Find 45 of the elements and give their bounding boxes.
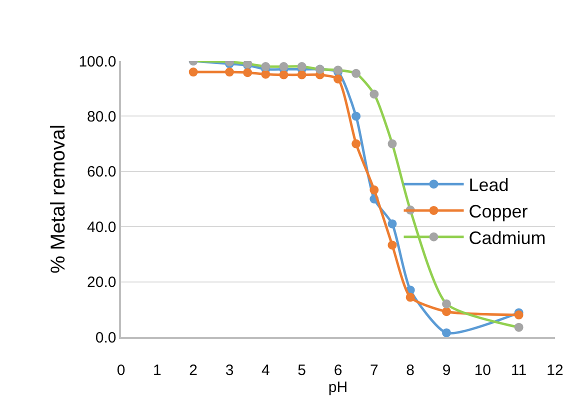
x-tick-label: 9	[442, 362, 451, 379]
x-tick-label: 0	[116, 362, 126, 379]
x-tick-label: 2	[189, 362, 198, 379]
point	[243, 68, 252, 78]
y-axis-title: % Metal removal	[48, 124, 70, 274]
point	[442, 307, 451, 316]
x-tick-label: 5	[298, 362, 306, 379]
x-tick-label: 6	[334, 362, 342, 379]
y-tick-label: 100.0	[78, 53, 116, 70]
x-tick-label: 8	[406, 362, 414, 379]
point	[352, 68, 361, 78]
point	[352, 112, 361, 121]
x-tick-label: 11	[511, 362, 527, 379]
point	[388, 219, 397, 228]
legend-label: Lead	[468, 175, 509, 196]
y-tick-label: 0.0	[95, 329, 116, 346]
point	[352, 139, 361, 148]
point	[442, 328, 451, 337]
y-tick-label: 20.0	[87, 274, 116, 292]
x-tick-label: 4	[262, 362, 270, 379]
legend-label: Copper	[468, 202, 528, 222]
point	[297, 70, 306, 80]
x-axis-title: pH	[328, 378, 348, 396]
point	[370, 90, 379, 99]
point	[279, 62, 288, 72]
point	[514, 322, 524, 332]
x-tick-label: 12	[546, 362, 564, 379]
point	[370, 185, 379, 194]
point	[188, 68, 198, 77]
x-tick-label: 3	[225, 362, 234, 379]
y-tick-label: 40.0	[87, 218, 116, 236]
point	[279, 70, 288, 80]
point	[442, 299, 451, 308]
point	[297, 62, 306, 72]
x-tick-label: 10	[474, 362, 492, 379]
y-tick-label: 80.0	[87, 108, 116, 126]
point	[388, 139, 397, 148]
legend-label: Cadmium	[468, 228, 546, 248]
point	[225, 68, 234, 77]
y-tick-label: 60.0	[87, 164, 116, 181]
point	[406, 292, 415, 302]
x-tick-label: 1	[153, 362, 162, 379]
x-tick-label: 7	[370, 362, 378, 379]
point	[388, 240, 397, 250]
point	[334, 74, 342, 84]
